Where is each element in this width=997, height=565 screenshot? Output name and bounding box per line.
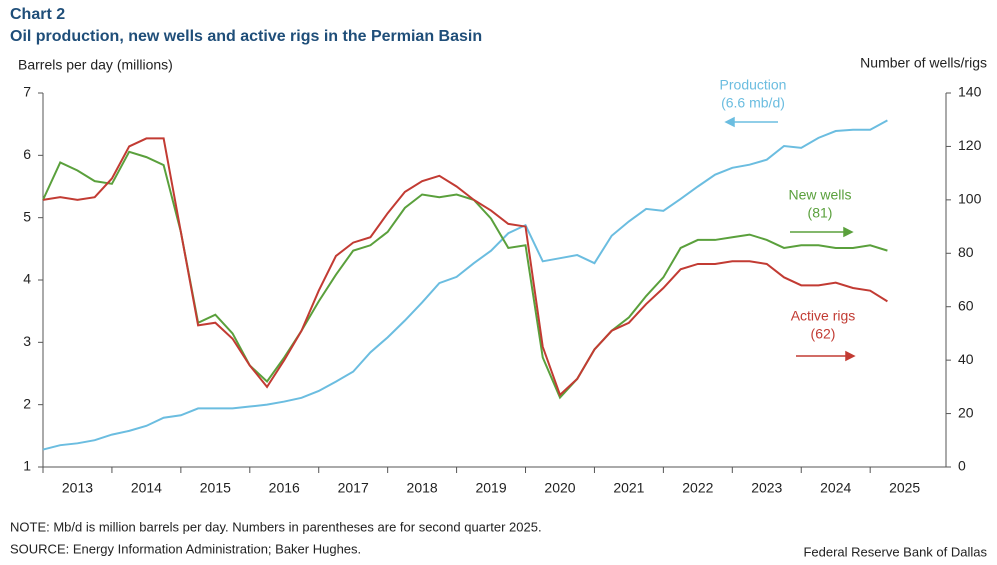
series-line [42,150,888,400]
series-line [42,137,888,397]
y2-tick-label: 140 [958,84,982,100]
y-tick-label: 2 [23,395,31,411]
x-tick-label: 2017 [338,480,369,496]
y2-tick-label: 80 [958,244,974,260]
chart-subtitle: Oil production, new wells and active rig… [10,28,482,45]
annotation: (6.6 mb/d) [721,95,785,111]
y-tick-label: 7 [23,84,31,100]
x-tick-label: 2022 [682,480,713,496]
x-tick-label: 2013 [62,480,93,496]
annotation: New wells [788,187,851,203]
annotation-arrow [724,116,778,128]
x-tick-label: 2018 [407,480,438,496]
x-tick-label: 2020 [544,480,575,496]
x-tick-label: 2023 [751,480,782,496]
y2-tick-label: 20 [958,404,974,420]
annotation-arrow [790,226,854,238]
x-tick-label: 2024 [820,480,851,496]
x-tick-label: 2019 [475,480,506,496]
y2-tick-label: 40 [958,351,974,367]
y2-tick-label: 120 [958,137,982,153]
y-tick-label: 3 [23,333,31,349]
credit: Federal Reserve Bank of Dallas [803,544,987,559]
x-tick-label: 2016 [269,480,300,496]
annotation: (62) [811,326,836,342]
note: NOTE: Mb/d is million barrels per day. N… [10,519,542,534]
chart-title: Chart 2 [10,6,65,23]
annotation: Active rigs [791,308,856,324]
y2-tick-label: 60 [958,297,974,313]
annotation-arrow [796,350,856,362]
annotation: (81) [808,205,833,221]
x-tick-label: 2025 [889,480,920,496]
y-axis-label: Barrels per day (millions) [18,57,173,73]
y-tick-label: 4 [23,271,31,287]
x-tick-label: 2021 [613,480,644,496]
y-tick-label: 5 [23,208,31,224]
x-tick-label: 2014 [131,480,162,496]
y2-axis-label: Number of wells/rigs [860,55,987,71]
series-line [42,119,888,451]
annotation: Production [720,77,787,93]
x-tick-label: 2015 [200,480,231,496]
source: SOURCE: Energy Information Administratio… [10,541,361,556]
y-tick-label: 1 [23,458,31,474]
y2-tick-label: 0 [958,458,966,474]
y2-tick-label: 100 [958,191,982,207]
y-tick-label: 6 [23,146,31,162]
